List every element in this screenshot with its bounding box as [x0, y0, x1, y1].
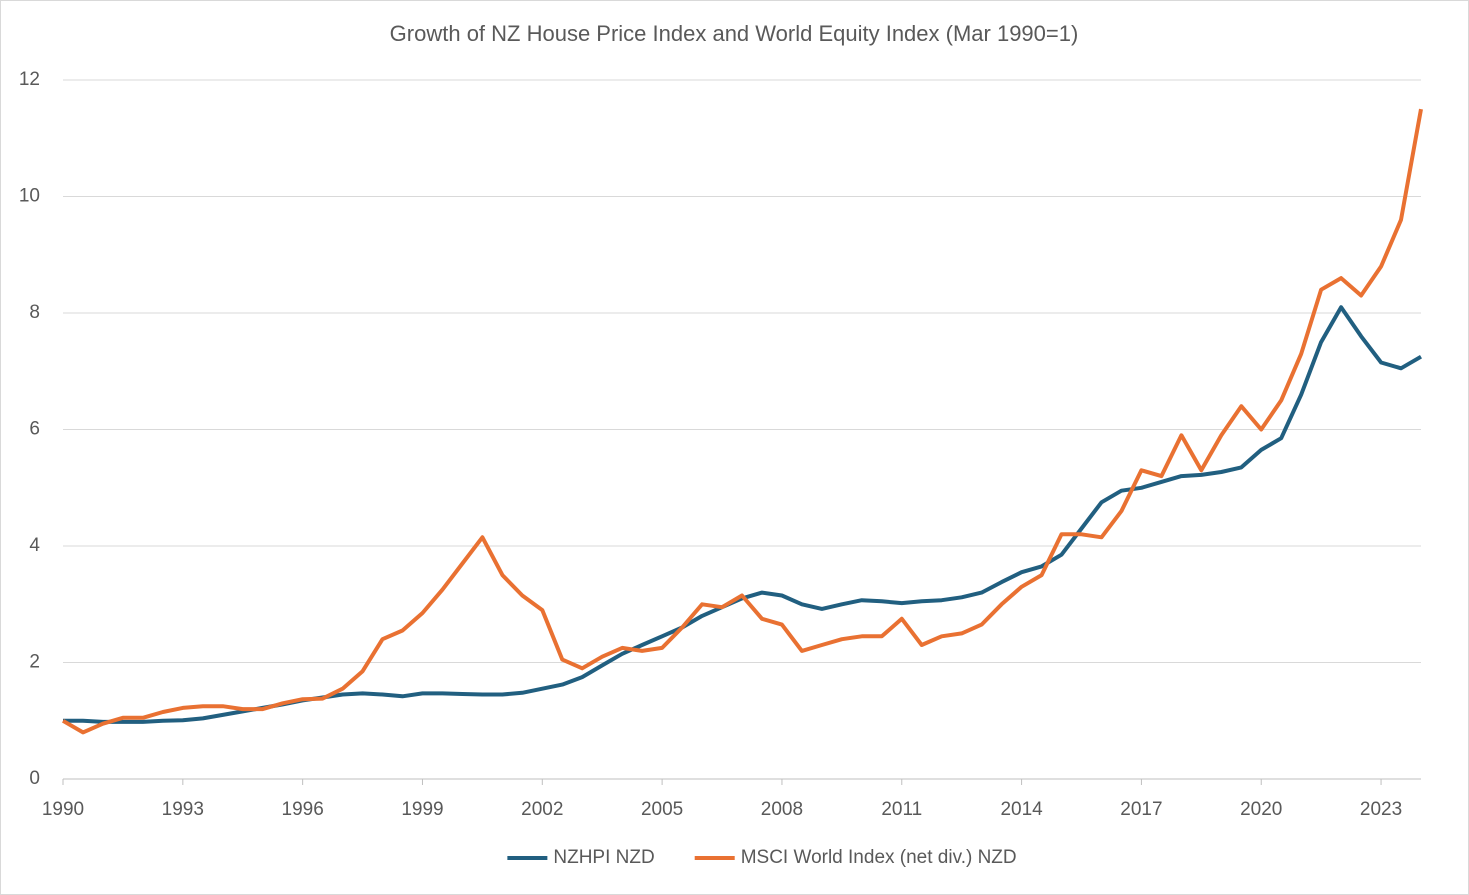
x-tick-label: 2008: [761, 799, 803, 820]
x-tick-label: 2014: [1000, 799, 1043, 820]
series-line: [61, 108, 1423, 735]
x-tick-label: 1996: [282, 799, 324, 820]
x-tick-label: 2002: [521, 799, 563, 820]
legend-label: NZHPI NZD: [553, 847, 654, 868]
x-tick-label: 2011: [881, 799, 922, 820]
y-tick-label: 2: [29, 652, 40, 673]
x-tick-label: 2017: [1120, 799, 1162, 820]
x-tick-label: 2023: [1360, 799, 1402, 820]
y-tick-label: 12: [19, 69, 40, 90]
y-tick-label: 6: [29, 419, 40, 440]
x-tick-label: 1990: [42, 799, 84, 820]
legend-label: MSCI World Index (net div.) NZD: [741, 847, 1017, 868]
y-tick-label: 8: [29, 302, 40, 323]
y-tick-label: 0: [29, 768, 40, 789]
chart-title: Growth of NZ House Price Index and World…: [390, 21, 1079, 46]
x-tick-label: 1999: [401, 799, 443, 820]
y-tick-label: 4: [29, 535, 40, 556]
x-tick-label: 2020: [1240, 799, 1282, 820]
y-tick-label: 10: [19, 186, 40, 207]
x-tick-label: 1993: [162, 799, 204, 820]
x-tick-label: 2005: [641, 799, 683, 820]
